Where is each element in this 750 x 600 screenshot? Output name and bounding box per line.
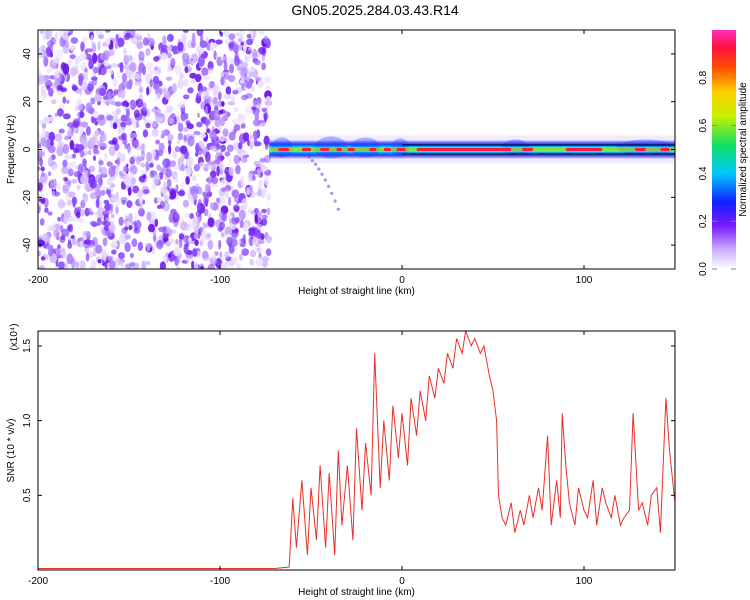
y-tick-label: 1.0	[22, 413, 33, 427]
x-tick-label: -100	[210, 275, 230, 286]
plot-frame	[37, 330, 676, 571]
colorbar-label: Normalized spectral amplitude	[738, 82, 749, 217]
x-axis-label: Height of straight line (km)	[298, 286, 415, 297]
colorbar-tick-label: 0.0	[698, 262, 709, 276]
y-tick-label: 0.5	[22, 488, 33, 502]
page-title: GN05.2025.284.03.43.R14	[291, 2, 459, 18]
x-tick-label: -100	[210, 576, 230, 587]
x-tick-label: 0	[399, 275, 405, 286]
y-tick-label: -20	[22, 190, 33, 205]
colorbar-tick-label: 0.4	[698, 166, 709, 180]
x-axis-label: Height of straight line (km)	[298, 587, 415, 598]
noise-texture	[38, 30, 273, 269]
x-tick-label: 100	[576, 275, 593, 286]
y-axis-label: Frequency (Hz)	[6, 115, 17, 184]
snr-line	[38, 331, 675, 569]
y-tick-label: -40	[22, 237, 33, 252]
heatmap-cells	[38, 30, 675, 269]
snr-panel: -200 -100 0 100 0.5 1.0 1.5 Height of straight …	[6, 323, 676, 598]
y-axis-label: SNR (10 * v/v)	[6, 419, 17, 483]
colorbar: 0.0 0.2 0.4 0.6 0.8 Normalized spectral ampli…	[698, 30, 749, 276]
x-tick-label: 0	[399, 576, 405, 587]
y-scale-label: (x10⁴)	[9, 323, 20, 350]
y-tick-label: 20	[22, 96, 33, 108]
y-tick-label: 1.5	[22, 339, 33, 353]
colorbar-gradient	[712, 30, 736, 269]
y-tick-label: 40	[22, 48, 33, 60]
colorbar-tick-label: 0.8	[698, 70, 709, 84]
colorbar-tick-label: 0.2	[698, 214, 709, 228]
colorbar-tick-label: 0.6	[698, 118, 709, 132]
x-tick-label: 100	[576, 576, 593, 587]
x-tick-label: -200	[28, 576, 48, 587]
y-tick-label: 0	[22, 146, 33, 152]
x-tick-label: -200	[28, 275, 48, 286]
